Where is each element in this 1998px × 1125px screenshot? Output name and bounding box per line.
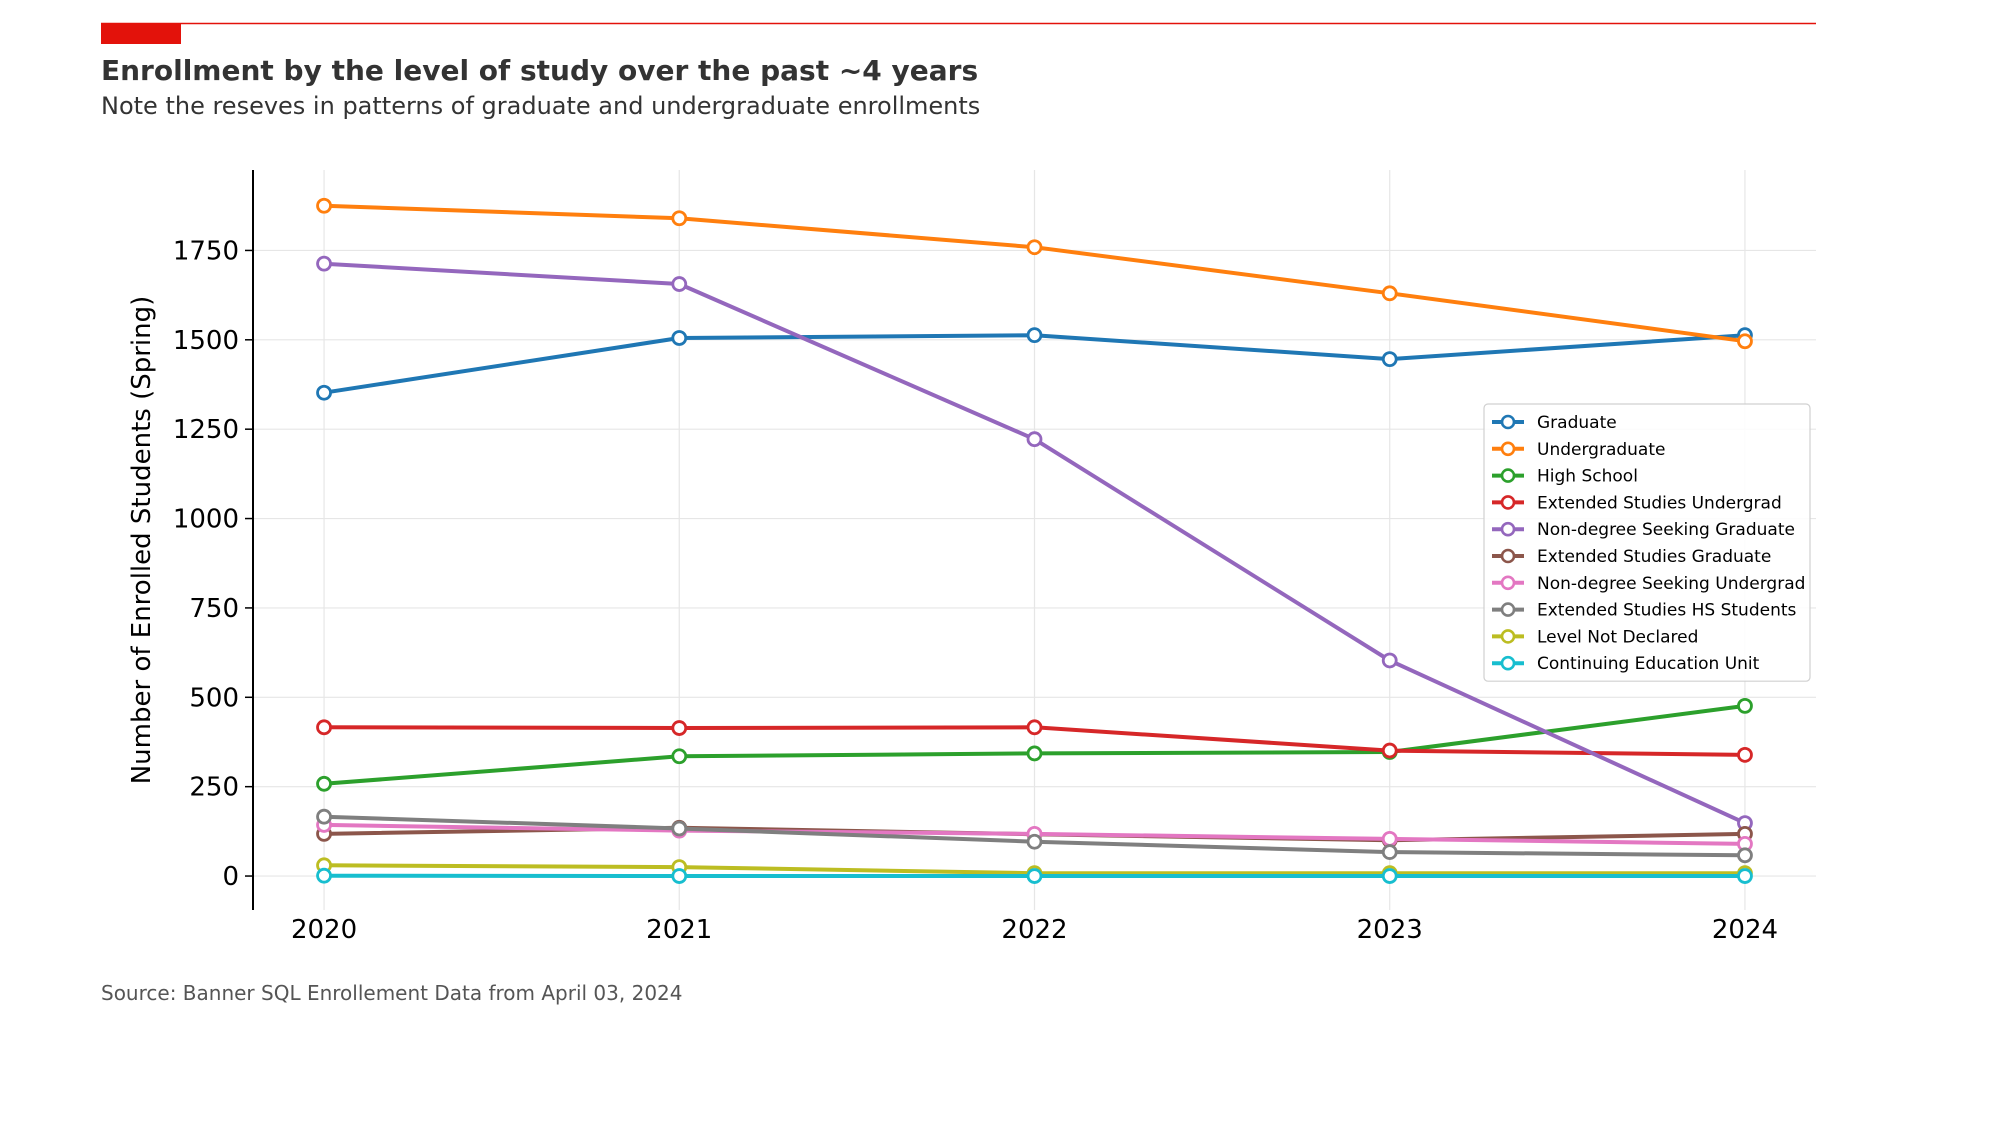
data-point-continuing-education-unit	[1737, 868, 1753, 884]
data-point-extended-studies-hs-students	[1381, 844, 1398, 860]
legend-box	[1483, 403, 1811, 682]
legend-swatch-marker	[1500, 414, 1516, 430]
data-point-continuing-education-unit	[316, 867, 332, 884]
legend-swatch-marker	[1500, 521, 1516, 537]
source-note: Source: Banner SQL Enrollement Data from…	[101, 981, 683, 1005]
data-point-extended-studies-undergrad	[316, 719, 332, 736]
x-tick-label: 2022	[1001, 915, 1067, 945]
y-tick-label: 0	[222, 862, 239, 892]
x-tick-label: 2023	[1357, 915, 1423, 945]
legend-label: Non-degree Seeking Graduate	[1537, 520, 1795, 540]
data-point-graduate	[1026, 327, 1043, 344]
legend-label: Undergraduate	[1537, 440, 1665, 460]
data-point-high-school	[316, 775, 332, 792]
y-tick-label: 500	[189, 683, 239, 713]
series-lines	[316, 197, 1753, 884]
legend-label: Non-degree Seeking Undergrad	[1537, 574, 1805, 594]
y-tick-label: 750	[189, 594, 239, 624]
legend-swatch-marker	[1500, 468, 1516, 483]
data-point-graduate	[671, 330, 688, 346]
legend: Graduate Undergraduate High School Extended…	[1483, 403, 1811, 682]
data-point-high-school	[671, 748, 688, 765]
legend-label: Level Not Declared	[1537, 627, 1698, 647]
data-point-extended-studies-hs-students	[671, 820, 688, 837]
legend-label: High School	[1537, 467, 1638, 487]
y-tick-label: 1500	[173, 326, 239, 356]
legend-label: Extended Studies Undergrad	[1537, 493, 1782, 513]
data-point-undergraduate	[1381, 285, 1398, 302]
data-point-graduate	[316, 384, 332, 401]
data-point-extended-studies-undergrad	[1737, 746, 1753, 763]
data-point-extended-studies-undergrad	[1381, 742, 1398, 759]
legend-label: Continuing Education Unit	[1537, 654, 1760, 674]
legend-swatch-marker	[1500, 602, 1516, 617]
y-axis-label: Number of Enrolled Students (Spring)	[127, 296, 157, 785]
legend-swatch-marker	[1500, 629, 1516, 644]
data-point-continuing-education-unit	[1026, 868, 1043, 884]
data-point-extended-studies-hs-students	[1026, 833, 1043, 850]
legend-swatch-marker	[1500, 548, 1516, 564]
x-tick-label: 2024	[1712, 915, 1778, 945]
data-point-continuing-education-unit	[1381, 868, 1398, 884]
legend-swatch-marker	[1500, 441, 1516, 457]
data-point-non-degree-seeking-graduate	[1381, 652, 1398, 669]
legend-label: Graduate	[1537, 413, 1617, 433]
data-point-high-school	[1026, 745, 1043, 762]
data-point-extended-studies-hs-students	[316, 808, 332, 825]
legend-label: Extended Studies Graduate	[1537, 547, 1771, 567]
data-point-undergraduate	[1737, 333, 1753, 350]
x-tick-label: 2020	[291, 915, 357, 945]
data-point-extended-studies-hs-students	[1737, 847, 1753, 864]
y-tick-label: 250	[189, 773, 239, 803]
data-point-undergraduate	[671, 210, 688, 227]
data-point-graduate	[1381, 351, 1398, 368]
chart-title: Enrollment by the level of study over th…	[101, 54, 978, 87]
legend-label: Extended Studies HS Students	[1537, 601, 1797, 621]
y-tick-label: 1750	[173, 236, 239, 266]
y-tick-label: 1000	[173, 505, 239, 535]
chart-subtitle: Note the reseves in patterns of graduate…	[101, 92, 980, 120]
data-point-extended-studies-undergrad	[671, 720, 688, 736]
legend-swatch-marker	[1500, 495, 1516, 510]
legend-swatch-marker	[1500, 575, 1516, 591]
legend-swatch-marker	[1500, 655, 1516, 671]
x-tick-label: 2021	[646, 915, 712, 945]
data-point-undergraduate	[316, 197, 332, 214]
data-point-extended-studies-undergrad	[1026, 719, 1043, 736]
y-axis-ticks: 0 250 500 750 1000 1250 1500 1750	[173, 236, 253, 892]
data-point-non-degree-seeking-graduate	[1026, 431, 1043, 448]
data-point-undergraduate	[1026, 239, 1043, 256]
x-axis-ticks: 2020 2021 2022 2023 2024	[291, 915, 1778, 945]
data-point-high-school	[1737, 697, 1753, 714]
data-point-non-degree-seeking-graduate	[671, 276, 688, 292]
data-point-non-degree-seeking-undergrad	[1381, 830, 1398, 847]
accent-bar	[101, 23, 181, 44]
data-point-non-degree-seeking-graduate	[316, 255, 332, 272]
y-tick-label: 1250	[173, 415, 239, 445]
data-point-continuing-education-unit	[671, 868, 688, 884]
